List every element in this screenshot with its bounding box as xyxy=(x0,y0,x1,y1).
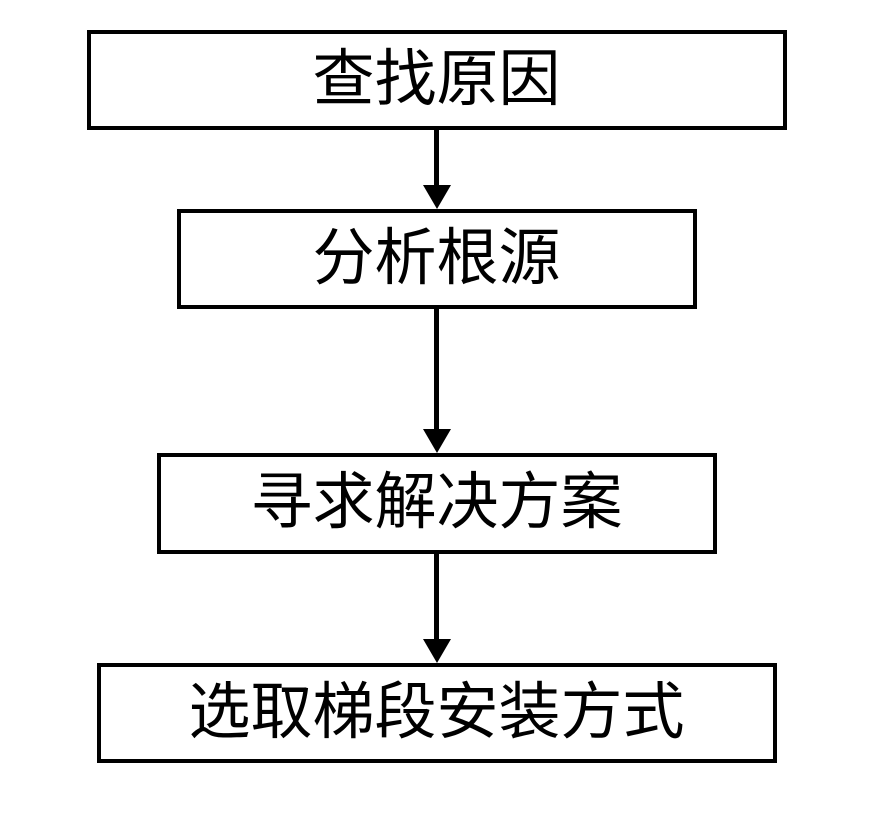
flowchart-node-4: 选取梯段安装方式 xyxy=(97,663,777,763)
arrow-shaft xyxy=(434,309,439,429)
flowchart-node-4-label: 选取梯段安装方式 xyxy=(188,679,684,747)
flowchart-node-1-label: 查找原因 xyxy=(312,46,560,114)
flowchart-node-3-label: 寻求解决方案 xyxy=(250,469,622,537)
arrow-shaft xyxy=(434,554,439,639)
arrow-shaft xyxy=(434,130,439,185)
flowchart-arrow-1 xyxy=(423,130,451,209)
arrow-head-icon xyxy=(423,429,451,453)
flowchart-arrow-2 xyxy=(423,309,451,453)
flowchart-node-2-label: 分析根源 xyxy=(312,225,560,293)
arrow-head-icon xyxy=(423,185,451,209)
flowchart-node-1: 查找原因 xyxy=(87,30,787,130)
flowchart-node-2: 分析根源 xyxy=(177,209,697,309)
flowchart-container: 查找原因 分析根源 寻求解决方案 选取梯段安装方式 xyxy=(87,30,787,763)
arrow-head-icon xyxy=(423,639,451,663)
flowchart-arrow-3 xyxy=(423,554,451,663)
flowchart-node-3: 寻求解决方案 xyxy=(157,453,717,553)
